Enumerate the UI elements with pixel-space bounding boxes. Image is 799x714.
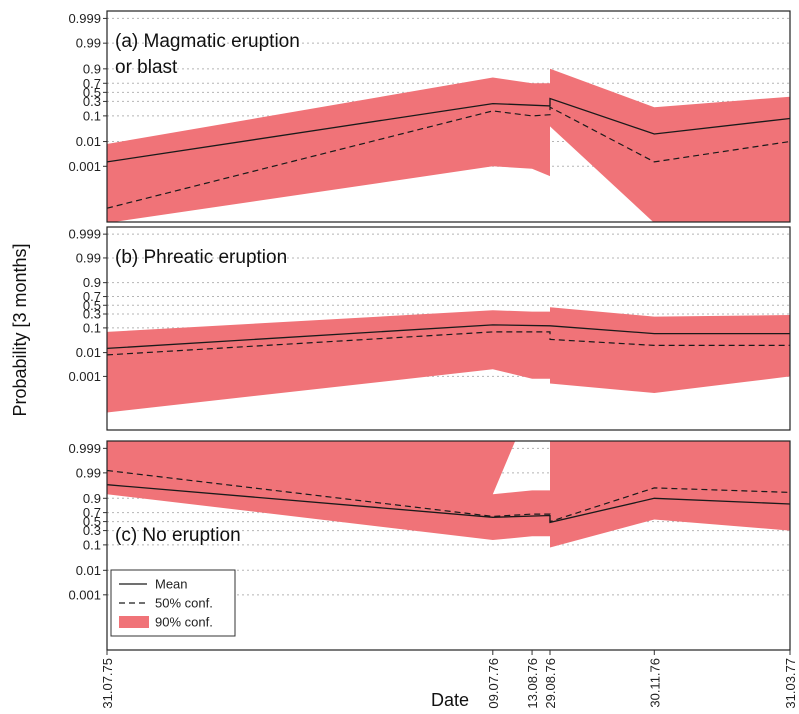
legend-label: Mean (155, 577, 188, 592)
y-tick-label: 0.999 (68, 11, 101, 26)
y-tick-label: 0.999 (68, 441, 101, 456)
y-tick-label: 0.99 (76, 36, 101, 51)
conf90-band (107, 68, 790, 222)
y-tick-label: 0.9 (83, 491, 101, 506)
y-tick-label: 0.3 (83, 94, 101, 109)
y-tick-label: 0.999 (68, 227, 101, 242)
y-axis-title: Probability [3 months] (10, 243, 30, 416)
y-tick-label: 0.7 (83, 505, 101, 520)
y-tick-label: 0.3 (83, 523, 101, 538)
panel-label: (b) Phreatic eruption (115, 247, 287, 268)
x-tick-label: 29.08.76 (543, 658, 558, 709)
panel-frame (106, 226, 791, 431)
panel-plot-area (107, 307, 790, 413)
panel-label: or blast (115, 57, 178, 78)
y-tick-label: 0.1 (83, 320, 101, 335)
y-tick-label: 0.01 (76, 345, 101, 360)
panel-frame (106, 440, 791, 651)
legend-label: 50% conf. (155, 596, 213, 611)
legend: Mean 50% conf. 90% conf. (110, 569, 236, 637)
conf90-band (107, 307, 790, 413)
panel-label: (c) No eruption (115, 525, 241, 546)
y-tick-label: 0.5 (83, 298, 101, 313)
y-tick-label: 0.1 (83, 108, 101, 123)
x-tick-label: 30.11.76 (647, 658, 662, 708)
y-tick-label: 0.01 (76, 134, 101, 149)
x-tick-label: 31.03.77 (783, 658, 798, 709)
mean-line (107, 484, 790, 524)
y-tick-label: 0.01 (76, 563, 101, 578)
conf50-line (107, 331, 790, 356)
y-tick-label: 0.001 (68, 369, 101, 384)
conf50-line (107, 469, 790, 523)
panel-a: 0.999 0.99 0.90.70.50.30.1 0.01 0.001 (a) Mag… (68, 10, 791, 223)
conf50-line (107, 106, 790, 209)
y-tick-label: 0.9 (83, 61, 101, 76)
conf90-band (107, 441, 790, 548)
y-tick-label: 0.3 (83, 307, 101, 322)
legend-label: 90% conf. (155, 615, 213, 630)
x-tick-label: 13.08.76 (525, 658, 540, 709)
panel-plot-area (107, 441, 790, 548)
panel-c: 0.999 0.99 0.90.70.50.30.1 0.01 0.001 (c) No … (68, 440, 791, 651)
mean-line (107, 324, 790, 350)
y-tick-label: 0.7 (83, 76, 101, 91)
panel-label: (a) Magmatic eruption (115, 31, 300, 52)
legend-swatch-conf90 (119, 616, 149, 628)
mean-line (107, 97, 790, 163)
y-tick-label: 0.001 (68, 587, 101, 602)
y-tick-label: 0.1 (83, 537, 101, 552)
y-tick-label: 0.001 (68, 159, 101, 174)
y-tick-label: 0.99 (76, 250, 101, 265)
panel-plot-area (107, 68, 790, 222)
y-tick-label: 0.9 (83, 275, 101, 290)
x-tick-label: 31.07.75 (100, 658, 115, 709)
y-tick-label: 0.7 (83, 289, 101, 304)
y-tick-label: 0.99 (76, 465, 101, 480)
x-tick-label: 09.07.76 (486, 658, 501, 709)
x-axis-title: Date (431, 690, 469, 710)
y-tick-label: 0.5 (83, 85, 101, 100)
panel-frame (106, 10, 791, 223)
panel-b: 0.999 0.99 0.90.70.50.30.1 0.01 0.001 (b) Phr… (68, 226, 791, 431)
y-tick-label: 0.5 (83, 514, 101, 529)
